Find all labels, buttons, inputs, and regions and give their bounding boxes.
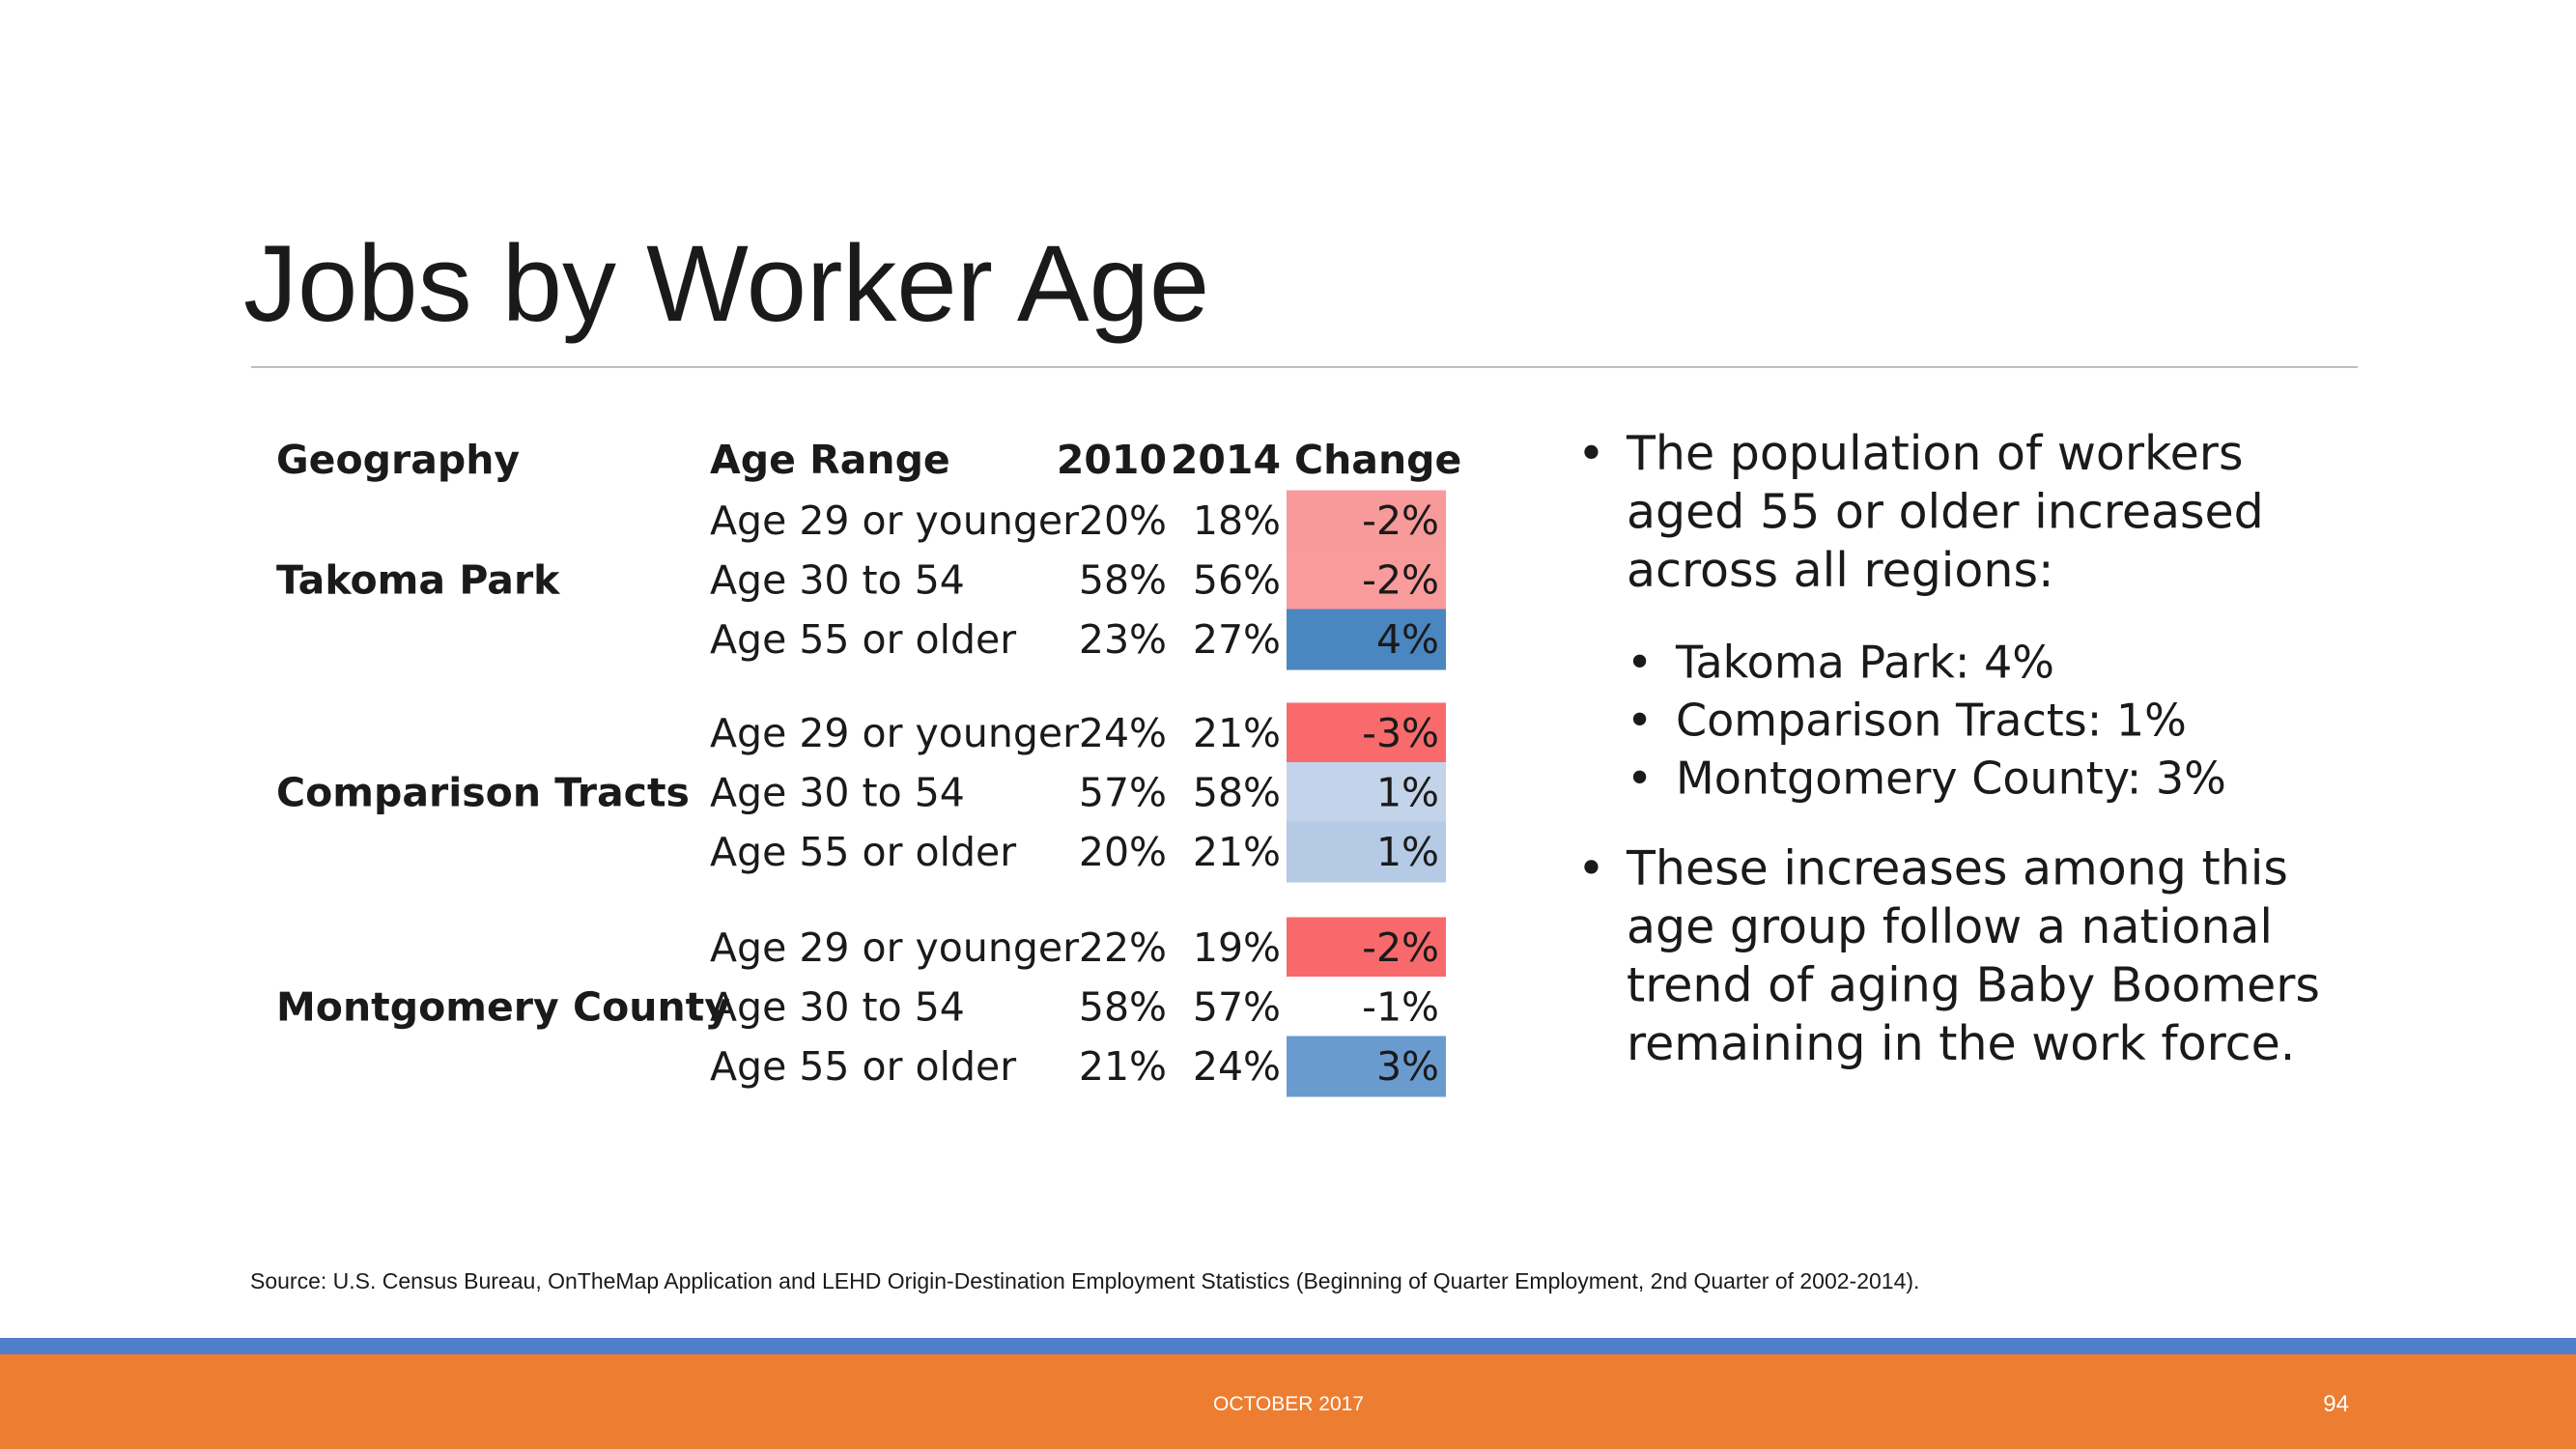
column-header: Age Range (710, 437, 950, 483)
bullet-dot: • (1577, 841, 1605, 896)
sub-bullet: Comparison Tracts: 1% (1676, 695, 2187, 747)
age-range: Age 29 or younger (710, 497, 1079, 544)
footer-date: OCTOBER 2017 (1213, 1393, 1364, 1415)
bullet-line: aged 55 or older increased (1627, 485, 2264, 540)
value-2010: 23% (1079, 616, 1167, 663)
change-value: 1% (1376, 829, 1439, 875)
change-value: -3% (1362, 710, 1439, 756)
age-range: Age 55 or older (710, 829, 1016, 875)
age-range: Age 30 to 54 (710, 984, 965, 1031)
change-cell (1287, 609, 1446, 670)
change-cell (1287, 490, 1446, 552)
age-range: Age 29 or younger (710, 710, 1079, 756)
bullet-line: These increases among this (1626, 841, 2288, 896)
title: Jobs by Worker Age (243, 223, 1209, 344)
change-cell (1287, 1036, 1446, 1097)
geography: Takoma Park (276, 557, 561, 604)
value-2010: 58% (1079, 984, 1167, 1031)
change-value: -2% (1362, 557, 1439, 604)
change-cell (1287, 977, 1446, 1037)
change-value: 1% (1376, 770, 1439, 816)
bullet-line: across all regions: (1627, 543, 2053, 598)
footer-bar (0, 1354, 2576, 1449)
bullet-line: remaining in the work force. (1627, 1016, 2295, 1071)
bullet-line: The population of workers (1626, 426, 2243, 481)
column-header: Geography (276, 437, 520, 483)
age-range: Age 30 to 54 (710, 770, 965, 816)
column-header: Change (1294, 437, 1461, 483)
sub-bullet-dot: • (1627, 637, 1653, 689)
value-2010: 20% (1079, 497, 1167, 544)
age-range: Age 30 to 54 (710, 557, 965, 604)
change-cell (1287, 762, 1446, 823)
age-range: Age 55 or older (710, 1043, 1016, 1090)
change-value: 4% (1376, 616, 1439, 663)
value-2010: 57% (1079, 770, 1167, 816)
value-2010: 21% (1079, 1043, 1167, 1090)
change-value: -1% (1362, 984, 1439, 1031)
sub-bullet: Takoma Park: 4% (1675, 637, 2054, 689)
source: Source: U.S. Census Bureau, OnTheMap App… (250, 1268, 1919, 1293)
change-cell (1287, 550, 1446, 611)
column-header: 2014 (1171, 437, 1281, 483)
geography: Montgomery County (276, 984, 730, 1031)
value-2014: 56% (1193, 557, 1281, 604)
change-value: -2% (1362, 497, 1439, 544)
value-2014: 21% (1193, 710, 1281, 756)
value-2014: 57% (1193, 984, 1281, 1031)
age-range: Age 55 or older (710, 616, 1016, 663)
value-2014: 27% (1193, 616, 1281, 663)
change-cell (1287, 821, 1446, 883)
bullet-line: trend of aging Baby Boomers (1627, 958, 2320, 1013)
change-value: 3% (1376, 1043, 1439, 1090)
value-2014: 24% (1193, 1043, 1281, 1090)
value-2014: 21% (1193, 829, 1281, 875)
geography: Comparison Tracts (276, 770, 690, 816)
value-2010: 58% (1079, 557, 1167, 604)
change-cell (1287, 917, 1446, 979)
sub-bullet-dot: • (1627, 753, 1653, 805)
value-2014: 18% (1193, 497, 1281, 544)
age-range: Age 29 or younger (710, 924, 1079, 971)
value-2014: 58% (1193, 770, 1281, 816)
value-2010: 22% (1079, 924, 1167, 971)
bullet-line: age group follow a national (1627, 899, 2273, 954)
sub-bullet-dot: • (1627, 695, 1653, 747)
change-cell (1287, 702, 1446, 764)
value-2010: 24% (1079, 710, 1167, 756)
change-value: -2% (1362, 924, 1439, 971)
bullet-dot: • (1577, 426, 1605, 481)
column-header: 2010 (1057, 437, 1167, 483)
sub-bullet: Montgomery County: 3% (1676, 753, 2226, 805)
footer-stripe (0, 1338, 2576, 1354)
value-2010: 20% (1079, 829, 1167, 875)
value-2014: 19% (1193, 924, 1281, 971)
page-number: 94 (2323, 1391, 2349, 1417)
